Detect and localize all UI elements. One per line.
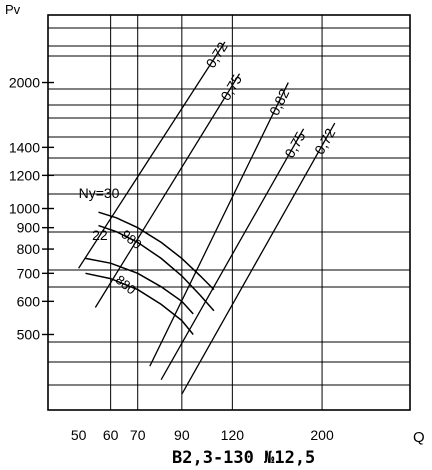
x-axis-label: Q	[413, 429, 425, 446]
y-tick-label: 900	[17, 220, 41, 236]
y-tick-label: 500	[17, 326, 41, 342]
x-tick-label: 60	[103, 427, 119, 443]
x-tick-label: 120	[221, 427, 245, 443]
power-label: Ny=30	[79, 185, 120, 201]
efficiency-line	[181, 122, 336, 395]
chart-marks	[78, 41, 336, 395]
chart-grid	[42, 14, 411, 411]
x-tick-label: 50	[71, 427, 87, 443]
efficiency-label: 0,72	[202, 39, 230, 71]
efficiency-label: 0,72	[311, 125, 338, 157]
y-tick-label: 800	[17, 241, 41, 257]
speed-curve	[85, 257, 194, 315]
x-tick-label: 70	[130, 427, 146, 443]
plot-frame	[47, 14, 411, 411]
efficiency-label: 0,82	[266, 86, 292, 118]
y-tick-label: 700	[17, 265, 41, 281]
y-tick-label: 2000	[9, 75, 40, 91]
speed-curve	[98, 211, 215, 291]
efficiency-line	[78, 41, 226, 269]
efficiency-label: 0,75	[217, 72, 245, 104]
efficiency-line	[94, 73, 241, 308]
model-caption: В2,3-130 №12,5	[172, 448, 315, 468]
efficiency-line	[160, 128, 305, 380]
speed-curve	[85, 272, 194, 335]
efficiency-line	[149, 82, 289, 367]
y-tick-label: 1400	[9, 139, 40, 155]
x-tick-label: 200	[310, 427, 334, 443]
chart-labels: 500 600 700 800 900 1000 1200 1400 2000 50 60 70 90 1…	[9, 39, 339, 443]
y-axis-label: Pv	[5, 2, 21, 17]
y-tick-label: 1200	[9, 167, 40, 183]
x-tick-label: 90	[174, 427, 190, 443]
y-tick-label: 600	[17, 293, 41, 309]
y-tick-label: 1000	[9, 201, 40, 217]
power-label: 22	[92, 227, 108, 243]
speed-curve-label: 880	[113, 272, 139, 297]
speed-curve	[98, 224, 215, 312]
efficiency-label: 0,75	[281, 129, 308, 161]
